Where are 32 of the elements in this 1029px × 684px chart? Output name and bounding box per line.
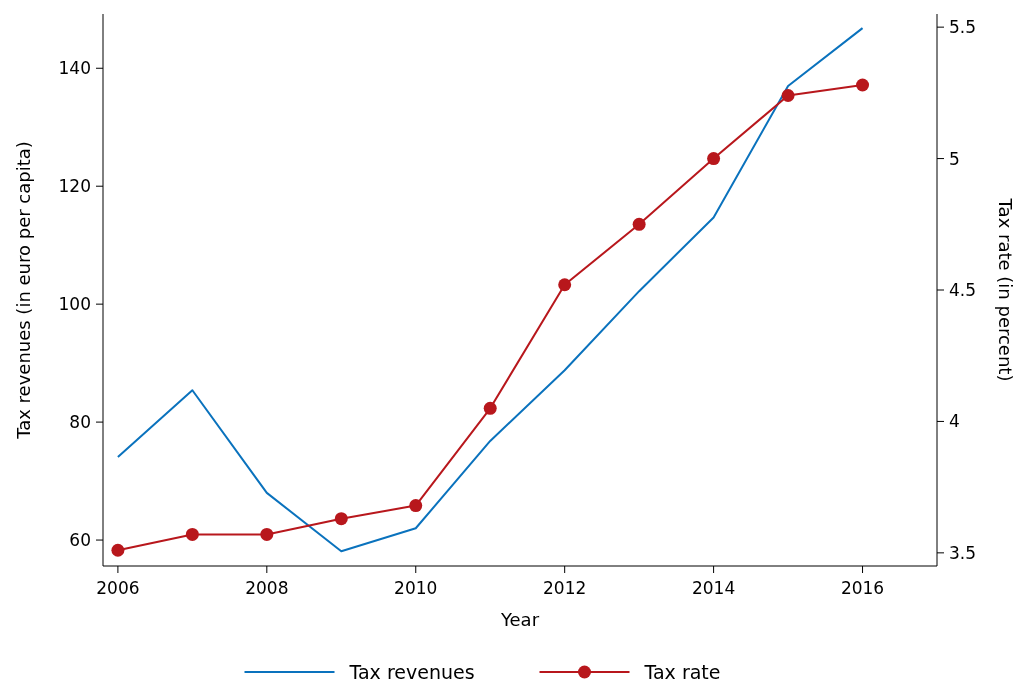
point xyxy=(707,152,721,166)
y-tick-label: 80 xyxy=(69,412,91,433)
x-tick-label: 2008 xyxy=(245,578,289,598)
y2-tick-label: 5 xyxy=(949,148,960,169)
point xyxy=(632,217,646,231)
y2-tick-label: 4.5 xyxy=(949,280,977,300)
point xyxy=(185,527,199,541)
point xyxy=(558,278,572,292)
y2-tick-label: 3.5 xyxy=(949,542,977,563)
x-tick-label: 2012 xyxy=(543,578,587,598)
point xyxy=(260,527,274,541)
legend-label: Tax rate xyxy=(643,661,721,683)
point xyxy=(409,499,423,513)
y2-tick-label: 5.5 xyxy=(949,17,977,38)
legend-label: Tax revenues xyxy=(348,661,475,683)
y-tick-label: 60 xyxy=(69,530,91,551)
y-tick-label: 140 xyxy=(58,58,91,79)
point xyxy=(483,401,497,415)
point xyxy=(856,78,870,92)
y2-tick-label: 4 xyxy=(949,411,960,432)
x-tick-label: 2010 xyxy=(394,578,438,598)
y-tick-label: 100 xyxy=(58,294,91,315)
x-axis-title: Year xyxy=(499,609,540,630)
x-tick-label: 2006 xyxy=(96,578,140,598)
y-tick-label: 120 xyxy=(58,176,91,197)
y-axis-title: Tax revenues (in euro per capita) xyxy=(13,141,34,440)
point xyxy=(334,512,348,526)
x-tick-label: 2016 xyxy=(840,578,885,598)
point xyxy=(781,88,795,102)
x-tick-label: 2014 xyxy=(691,578,736,598)
y2-axis-title: Tax rate (in percent) xyxy=(995,197,1016,382)
point xyxy=(111,543,125,557)
